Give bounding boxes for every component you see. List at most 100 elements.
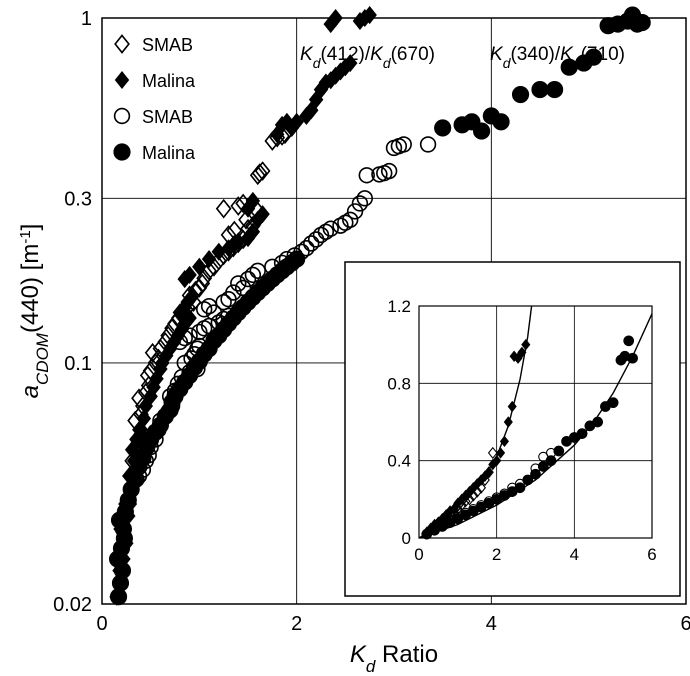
inset-point-circle-filled-malina	[553, 445, 565, 457]
point-circle-filled-malina	[531, 81, 549, 99]
point-diamond-filled-malina	[328, 8, 343, 28]
point-diamond-open-smab	[230, 196, 247, 216]
point-circle-filled-malina	[633, 13, 651, 32]
point-circle-open-smab	[346, 203, 364, 220]
point-circle-open-smab	[419, 136, 437, 153]
inset-x-tick-label: 6	[647, 545, 656, 564]
point-circle-open-smab	[332, 217, 349, 234]
point-circle-open-smab	[298, 240, 315, 257]
inset-y-tick-label: 0.8	[387, 374, 411, 393]
x-axis-label: Kd Ratio	[350, 641, 438, 676]
point-circle-open-smab	[303, 235, 320, 252]
point-circle-open-smab	[196, 301, 213, 318]
x-tick-label: 6	[680, 613, 690, 635]
inset-point-diamond-filled-malina	[507, 400, 517, 413]
legend-marker-circle-filled	[113, 143, 131, 161]
inset-point-circle-filled-malina	[623, 335, 635, 347]
point-diamond-open-smab	[254, 161, 271, 181]
point-circle-filled-malina	[288, 250, 306, 268]
point-circle-filled-malina	[546, 81, 564, 99]
point-diamond-filled-malina	[255, 205, 270, 224]
point-diamond-filled-malina	[182, 265, 197, 284]
inset-point-diamond-filled-malina	[492, 454, 502, 467]
point-circle-filled-malina	[492, 113, 510, 131]
point-diamond-filled-malina	[342, 54, 358, 73]
inset-point-diamond-filled-malina	[499, 435, 509, 448]
annotation-text: K	[370, 44, 384, 65]
point-circle-open-smab	[395, 136, 412, 153]
x-tick-label: 0	[96, 613, 107, 635]
annotation-subscript: d	[573, 55, 582, 71]
inset-fit-curve-340/710	[418, 313, 653, 539]
main-plot: 0 2 4 6 0.02 0.1 0.3 1	[53, 6, 690, 635]
inset-y-tick-label: 0.4	[387, 452, 411, 471]
point-diamond-open-smab	[238, 209, 254, 230]
legend-marker-diamond-open	[114, 34, 130, 54]
inset-plot-frame	[418, 305, 653, 539]
annotation-text: K	[490, 44, 504, 65]
annotation-text: (340)/	[510, 44, 560, 65]
y-tick-label: 0.3	[64, 188, 92, 210]
inset-point-circle-filled-malina	[627, 352, 638, 364]
inset-point-diamond-filled-malina	[495, 447, 506, 459]
inset-x-tick-label: 2	[492, 545, 501, 564]
point-diamond-open-smab	[215, 198, 232, 219]
inset-data-marks	[421, 335, 638, 540]
legend-marker-circle-open	[113, 107, 131, 125]
y-tick-label: 0.02	[53, 594, 92, 616]
inset-point-circle-filled-malina	[607, 397, 619, 409]
annotation-subscript: d	[503, 55, 512, 71]
point-circle-open-smab	[230, 275, 247, 292]
legend-marker-diamond-filled	[114, 70, 130, 90]
point-diamond-filled-malina	[245, 191, 261, 210]
point-diamond-filled-malina	[289, 112, 304, 131]
inset-point-circle-filled-malina	[576, 428, 588, 439]
point-diamond-filled-malina	[192, 257, 207, 276]
point-circle-open-smab	[191, 323, 208, 341]
point-diamond-open-smab	[251, 163, 268, 183]
point-circle-open-smab	[244, 266, 262, 284]
point-circle-open-smab	[380, 162, 398, 180]
inset-y-tick-label: 0	[402, 529, 411, 548]
point-diamond-open-smab	[194, 273, 211, 294]
inset-x-tick-label: 4	[570, 545, 579, 564]
annotation-subscript: d	[313, 55, 322, 71]
annotation-text: K	[560, 44, 574, 65]
annotation-text: (412)/	[320, 44, 370, 65]
inset-point-circle-filled-malina	[545, 455, 557, 467]
x-tick-label: 2	[291, 613, 302, 635]
y-tick-label: 1	[81, 8, 92, 30]
inset-x-tick-label: 0	[414, 545, 423, 564]
point-circle-filled-malina	[511, 85, 530, 104]
inset-tick-labels: 0 2 4 6 0 0.4 0.8 1.2	[387, 297, 656, 564]
inset-point-circle-filled-malina	[522, 474, 534, 486]
annotation-kd340-710: Kd(340)/Kd(710)	[490, 44, 625, 71]
point-circle-open-smab	[249, 262, 266, 279]
point-circle-filled-malina	[584, 48, 603, 66]
inset-point-diamond-filled-malina	[521, 338, 531, 351]
main-plot-frame	[101, 17, 687, 605]
inset-grid	[419, 306, 652, 538]
point-circle-open-smab	[215, 293, 232, 311]
main-tick-labels: 0 2 4 6 0.02 0.1 0.3 1	[53, 8, 690, 635]
inset-point-circle-filled-malina	[537, 461, 549, 472]
point-diamond-filled-malina	[362, 6, 377, 25]
inset-plot: 0 2 4 6 0 0.4 0.8 1.2	[387, 297, 656, 564]
inset-background	[344, 261, 681, 597]
annotation-text: K	[300, 44, 314, 65]
legend-label: Malina	[142, 71, 196, 91]
point-circle-filled-malina	[473, 122, 491, 140]
point-diamond-filled-malina	[245, 222, 261, 241]
main-data-marks	[108, 6, 651, 606]
point-diamond-filled-malina	[201, 250, 217, 269]
point-diamond-open-smab	[144, 342, 161, 363]
annotation-subscript: d	[383, 55, 392, 71]
point-circle-open-smab	[317, 223, 335, 240]
point-circle-open-smab	[239, 270, 257, 288]
point-diamond-open-smab	[131, 388, 147, 409]
point-diamond-open-smab	[139, 365, 156, 386]
inset-point-diamond-filled-malina	[517, 346, 527, 359]
inset-point-circle-filled-malina	[530, 468, 541, 480]
inset-chart: 0 2 4 6 0 0.4 0.8 1.2	[344, 261, 681, 597]
